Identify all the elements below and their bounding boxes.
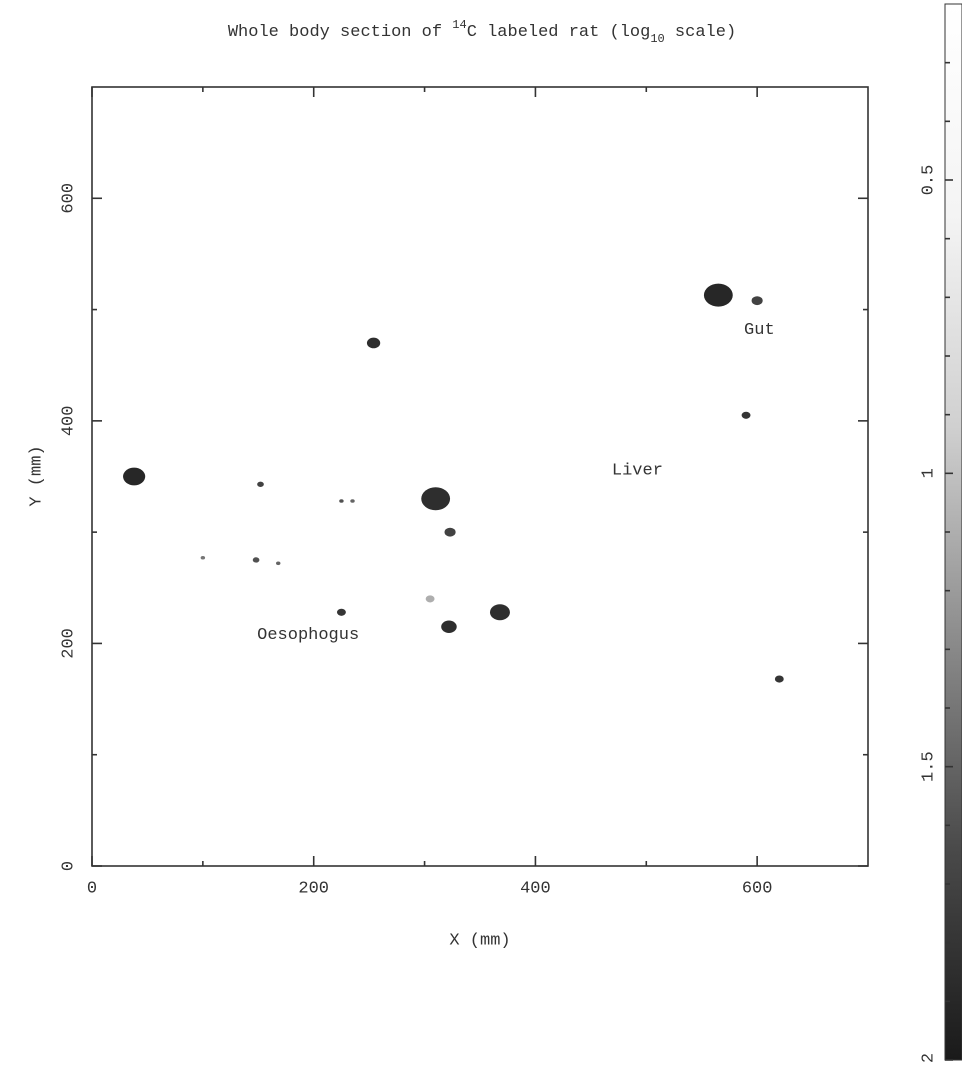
title-segment: Whole body section of — [228, 23, 452, 42]
colorbar-tick-label: 2 — [919, 1053, 938, 1063]
activity-spot — [752, 296, 763, 305]
activity-spot — [426, 595, 435, 602]
plot-frame — [92, 87, 868, 866]
activity-spot — [742, 412, 751, 419]
activity-spot — [350, 499, 354, 503]
colorbar-tick-label: 1 — [919, 468, 938, 478]
annotation: Gut — [744, 321, 775, 340]
activity-spot — [339, 499, 343, 503]
x-tick-label: 200 — [298, 879, 329, 898]
title-segment: 10 — [650, 32, 664, 46]
activity-spot — [445, 528, 456, 537]
colorbar-tick-label: 0.5 — [919, 165, 938, 196]
activity-spot — [490, 604, 510, 620]
x-tick-label: 600 — [742, 879, 773, 898]
activity-spot — [253, 557, 260, 562]
activity-spot — [201, 556, 205, 560]
chart-title: Whole body section of 14C labeled rat (l… — [228, 18, 736, 46]
x-tick-label: 0 — [87, 879, 97, 898]
title-segment: scale) — [665, 23, 736, 42]
y-tick-label: 600 — [59, 183, 78, 214]
y-tick-label: 0 — [59, 861, 78, 871]
annotation: Liver — [612, 461, 663, 480]
y-tick-label: 200 — [59, 628, 78, 659]
chart: Whole body section of 14C labeled rat (l… — [0, 0, 962, 1072]
activity-spot — [704, 284, 733, 307]
y-axis-label: Y (mm) — [27, 445, 46, 506]
title-segment: C labeled rat (log — [467, 23, 651, 42]
x-axis-label: X (mm) — [449, 931, 510, 950]
activity-spot — [337, 609, 346, 616]
title-segment: 14 — [452, 18, 466, 32]
activity-spot — [257, 482, 264, 487]
y-tick-label: 400 — [59, 406, 78, 437]
activity-spot — [123, 468, 145, 486]
colorbar-tick-label: 1.5 — [919, 751, 938, 782]
x-tick-label: 400 — [520, 879, 551, 898]
activity-spot — [276, 562, 280, 566]
activity-spot — [367, 338, 380, 349]
annotation: Oesophogus — [257, 626, 359, 645]
activity-spot — [441, 621, 457, 633]
activity-spot — [775, 675, 784, 682]
activity-spot — [421, 487, 450, 510]
